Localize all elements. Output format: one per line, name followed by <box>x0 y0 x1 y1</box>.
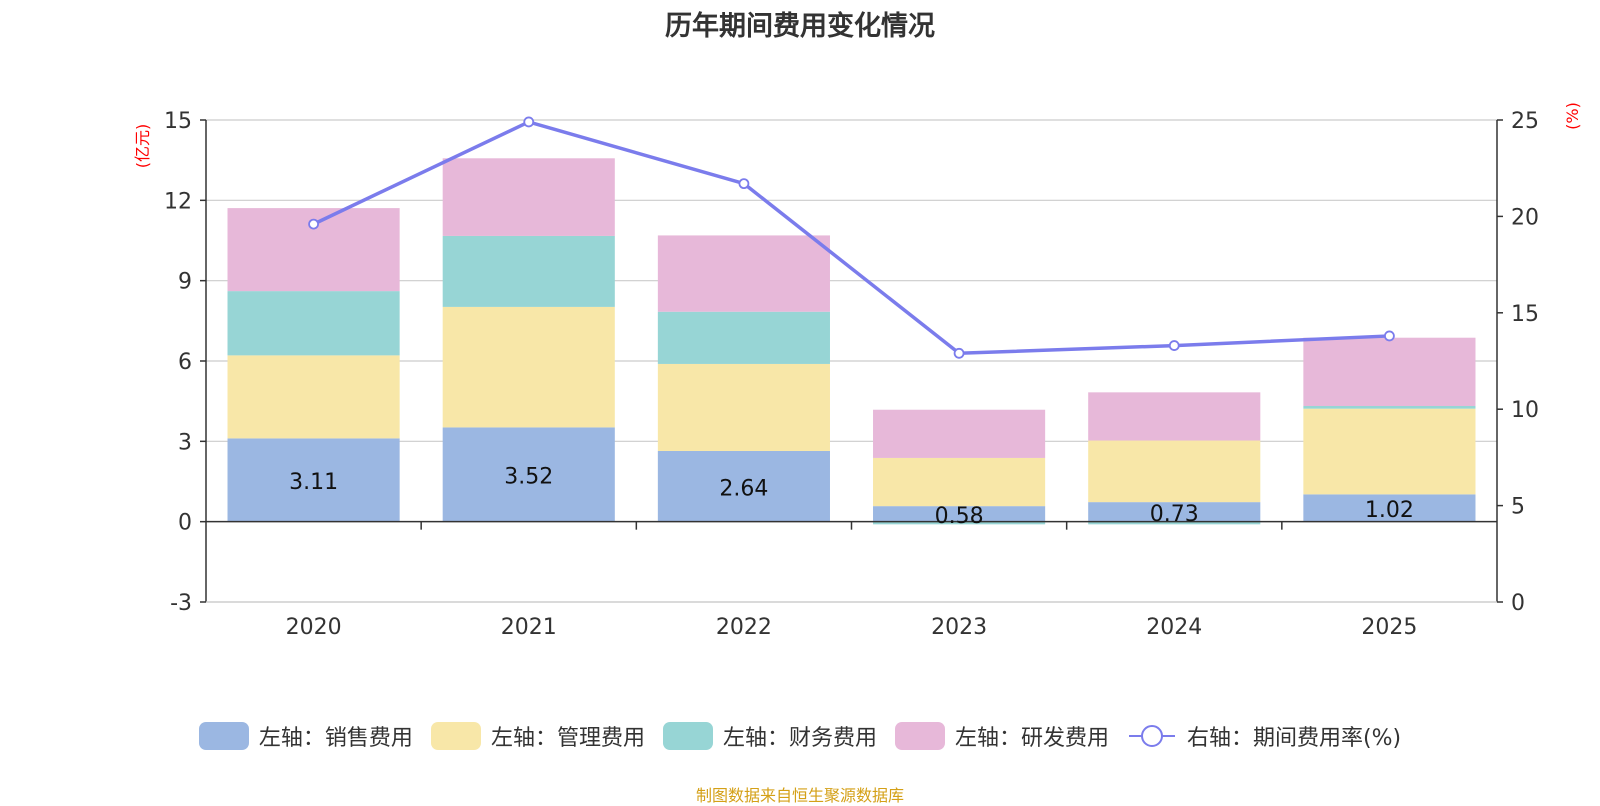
left-tick-label: 3 <box>178 430 192 455</box>
right-tick-label: 5 <box>1511 495 1525 520</box>
bar-rnd-2025 <box>1303 337 1476 406</box>
bar-rnd-2024 <box>1088 392 1261 441</box>
legend-item-rnd[interactable]: 左轴：研发费用 <box>894 720 1109 752</box>
legend-label-finance: 左轴：财务费用 <box>722 726 877 751</box>
right-tick-label: 20 <box>1511 205 1539 230</box>
legend: 左轴：销售费用 左轴：管理费用 左轴：财务费用 左轴：研发费用 右轴：期间费用率(%) <box>0 720 1600 752</box>
rate-point-2023 <box>953 347 965 359</box>
category-label-2023: 2023 <box>931 615 987 640</box>
right-axis-unit: (%) <box>1563 102 1582 130</box>
data-label-sales-2020: 3.11 <box>289 470 338 495</box>
category-label-2021: 2021 <box>501 615 557 640</box>
data-label-sales-2025: 1.02 <box>1365 498 1414 523</box>
legend-item-finance[interactable]: 左轴：财务费用 <box>662 720 877 752</box>
bar-sales-2024 <box>1088 502 1261 522</box>
category-label-2024: 2024 <box>1146 615 1202 640</box>
bar-admin-2024 <box>1088 440 1261 503</box>
legend-label-rnd: 左轴：研发费用 <box>954 726 1109 751</box>
rate-point-2022 <box>738 178 750 190</box>
source-note: 制图数据来自恒生聚源数据库 <box>695 786 904 805</box>
bar-rnd-2021 <box>442 158 615 236</box>
legend-label-sales: 左轴：销售费用 <box>258 726 413 751</box>
bar-sales-2025 <box>1303 494 1476 522</box>
bar-admin-2025 <box>1303 408 1476 495</box>
legend-item-sales[interactable]: 左轴：销售费用 <box>198 720 413 752</box>
left-tick-label: 15 <box>164 109 192 134</box>
bar-admin-2020 <box>227 355 400 439</box>
bar-sales-2022 <box>657 450 830 522</box>
bar-finance-2020 <box>227 291 400 356</box>
legend-line-icon <box>1128 725 1175 747</box>
left-tick-label: 9 <box>178 270 192 295</box>
bar-rnd-2023 <box>873 409 1046 458</box>
rate-point-2021 <box>523 116 535 128</box>
bar-admin-2022 <box>657 363 830 451</box>
bar-rnd-2022 <box>657 235 830 312</box>
right-tick-label: 0 <box>1511 591 1525 616</box>
bar-finance-2024 <box>1088 521 1261 525</box>
left-tick-label: -3 <box>170 591 192 616</box>
bar-finance-2022 <box>657 311 830 364</box>
legend-item-rate[interactable]: 右轴：期间费用率(%) <box>1127 720 1401 752</box>
chart-title: 历年期间费用变化情况 <box>665 11 935 42</box>
legend-swatch-finance <box>662 722 713 750</box>
right-tick-label: 10 <box>1511 398 1539 423</box>
bar-sales-2020 <box>227 438 400 522</box>
legend-label-admin: 左轴：管理费用 <box>490 726 645 751</box>
data-label-sales-2021: 3.52 <box>504 465 553 490</box>
data-label-sales-2024: 0.73 <box>1150 502 1199 527</box>
right-tick-label: 25 <box>1511 109 1539 134</box>
legend-swatch-sales <box>198 722 249 750</box>
legend-label-rate: 右轴：期间费用率(%) <box>1186 726 1402 751</box>
bar-finance-2021 <box>442 235 615 307</box>
category-label-2022: 2022 <box>716 615 772 640</box>
data-label-sales-2023: 0.58 <box>935 504 984 529</box>
legend-swatch-admin <box>430 722 481 750</box>
left-tick-label: 6 <box>178 350 192 375</box>
bar-finance-2023 <box>873 521 1046 525</box>
bar-finance-2025 <box>1303 405 1476 409</box>
bar-sales-2021 <box>442 427 615 522</box>
right-tick-label: 15 <box>1511 302 1539 327</box>
legend-swatch-rnd <box>894 722 945 750</box>
rate-point-2024 <box>1168 340 1180 351</box>
left-axis-unit: (亿元) <box>133 124 152 169</box>
bar-admin-2021 <box>442 306 615 428</box>
category-label-2025: 2025 <box>1361 615 1417 640</box>
bar-admin-2023 <box>873 457 1046 507</box>
rate-line <box>312 120 1390 356</box>
rate-point-2020 <box>308 218 319 230</box>
data-label-sales-2022: 2.64 <box>719 476 768 501</box>
bar-sales-2023 <box>873 506 1046 522</box>
left-tick-label: 12 <box>164 189 192 214</box>
left-tick-label: 0 <box>178 511 192 536</box>
legend-item-admin[interactable]: 左轴：管理费用 <box>430 720 645 752</box>
rate-point-2025 <box>1384 330 1395 342</box>
category-label-2020: 2020 <box>286 615 342 640</box>
